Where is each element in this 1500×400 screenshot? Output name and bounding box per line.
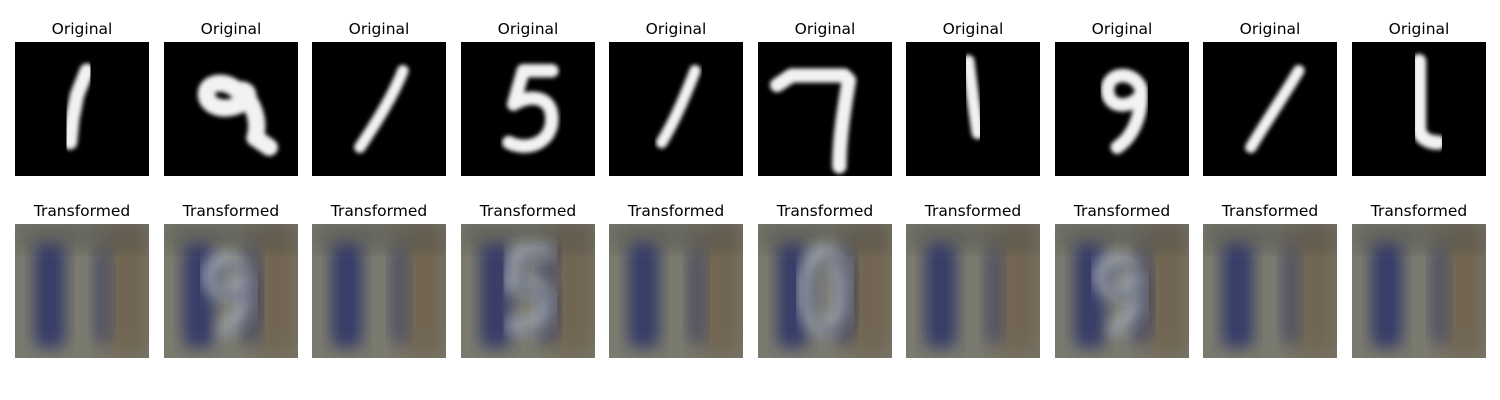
svhn-style-image — [1352, 224, 1486, 358]
white-digit-1-on-black — [609, 42, 743, 176]
transformed-panel-8: Transformed — [1055, 0, 1189, 400]
panel-title: Original — [942, 20, 1004, 38]
blurry-house-number-1 — [1203, 224, 1337, 358]
mnist-digit-image — [15, 42, 149, 176]
transformed-panel-7: Transformed — [906, 0, 1040, 400]
mnist-digit-image — [1352, 42, 1486, 176]
blurry-house-number-5 — [461, 224, 595, 358]
original-panel-1: Original — [15, 0, 149, 400]
original-panel-10: Original — [1352, 0, 1486, 400]
mnist-digit-image — [758, 42, 892, 176]
digit-stroke — [354, 64, 409, 154]
white-digit-9-on-black — [164, 42, 298, 176]
mnist-digit-image — [312, 42, 446, 176]
panel-title: Original — [1388, 20, 1450, 38]
blurry-house-number-1 — [609, 224, 743, 358]
panel-title: Transformed — [33, 202, 131, 220]
mnist-digit-image — [164, 42, 298, 176]
blurry-house-number-1 — [312, 224, 446, 358]
digit-stroke — [1411, 53, 1446, 150]
original-panel-3: Original — [312, 0, 446, 400]
original-panel-7: Original — [906, 0, 1040, 400]
svhn-style-image — [609, 224, 743, 358]
white-digit-1-on-black — [1352, 42, 1486, 176]
panel-title: Original — [51, 20, 113, 38]
svhn-style-image — [758, 224, 892, 358]
digit-shadow — [514, 252, 557, 336]
panel-title: Transformed — [924, 202, 1022, 220]
mnist-digit-image — [906, 42, 1040, 176]
digit-shadow — [1103, 261, 1148, 337]
panel-title: Transformed — [182, 202, 280, 220]
digit-stroke — [961, 54, 985, 140]
transformed-panel-6: Transformed — [758, 0, 892, 400]
panel-title: Original — [348, 20, 410, 38]
panel-title: Original — [794, 20, 856, 38]
panel-title: Original — [200, 20, 262, 38]
blurry-house-number-1 — [906, 224, 1040, 358]
transformed-panel-2: Transformed — [164, 0, 298, 400]
white-digit-1-on-black — [1203, 42, 1337, 176]
svhn-style-image — [906, 224, 1040, 358]
svhn-style-image — [312, 224, 446, 358]
mnist-digit-image — [609, 42, 743, 176]
digit-stroke — [197, 74, 278, 156]
digit-shadow — [212, 261, 257, 337]
panel-title: Transformed — [776, 202, 874, 220]
svhn-style-image — [1055, 224, 1189, 358]
blurry-house-number-9 — [164, 224, 298, 358]
svhn-style-image — [461, 224, 595, 358]
panel-title: Original — [1091, 20, 1153, 38]
original-panel-9: Original — [1203, 0, 1337, 400]
digit-stroke — [502, 64, 559, 153]
original-panel-5: Original — [609, 0, 743, 400]
mnist-digit-image — [461, 42, 595, 176]
mnist-digit-image — [1055, 42, 1189, 176]
panel-title: Transformed — [479, 202, 577, 220]
white-digit-1-on-black — [906, 42, 1040, 176]
transformed-panel-3: Transformed — [312, 0, 446, 400]
digit-stroke — [769, 68, 857, 174]
original-panel-8: Original — [1055, 0, 1189, 400]
panel-title: Transformed — [1370, 202, 1468, 220]
panel-title: Transformed — [330, 202, 428, 220]
white-digit-7-on-black — [758, 42, 892, 176]
panel-title: Transformed — [1073, 202, 1171, 220]
blurry-house-number-0 — [758, 224, 892, 358]
digit-stroke — [62, 63, 94, 150]
transformed-panel-1: Transformed — [15, 0, 149, 400]
mnist-digit-image — [1203, 42, 1337, 176]
svhn-style-image — [164, 224, 298, 358]
blurry-house-number-9 — [1055, 224, 1189, 358]
white-digit-1-on-black — [312, 42, 446, 176]
panel-title: Original — [645, 20, 707, 38]
svhn-style-image — [1203, 224, 1337, 358]
original-panel-2: Original — [164, 0, 298, 400]
original-panel-6: Original — [758, 0, 892, 400]
transformed-panel-5: Transformed — [609, 0, 743, 400]
svhn-style-image — [15, 224, 149, 358]
blurry-house-number-1 — [1352, 224, 1486, 358]
white-digit-9-on-black — [1055, 42, 1189, 176]
white-digit-1-on-black — [15, 42, 149, 176]
white-digit-5-on-black — [461, 42, 595, 176]
blurry-house-number-1 — [15, 224, 149, 358]
transformed-panel-10: Transformed — [1352, 0, 1486, 400]
panel-title: Original — [1239, 20, 1301, 38]
original-panel-4: Original — [461, 0, 595, 400]
digit-shadow — [808, 252, 853, 337]
panel-title: Transformed — [1221, 202, 1319, 220]
panel-title: Transformed — [627, 202, 725, 220]
transformed-panel-9: Transformed — [1203, 0, 1337, 400]
digit-stroke — [1245, 64, 1305, 154]
panel-title: Original — [497, 20, 559, 38]
transformed-panel-4: Transformed — [461, 0, 595, 400]
digit-stroke — [655, 64, 701, 149]
digit-stroke — [1100, 68, 1148, 154]
